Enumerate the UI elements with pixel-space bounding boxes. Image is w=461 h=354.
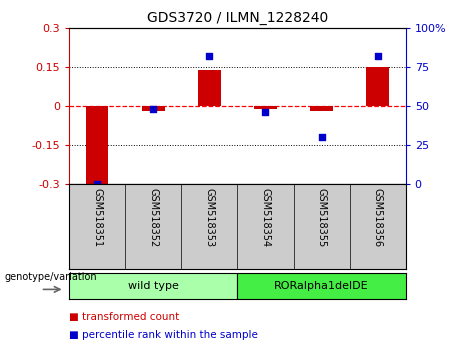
Title: GDS3720 / ILMN_1228240: GDS3720 / ILMN_1228240: [147, 11, 328, 24]
Text: GSM518356: GSM518356: [372, 188, 383, 247]
Point: [318, 135, 325, 140]
Text: genotype/variation: genotype/variation: [5, 272, 97, 282]
Text: GSM518355: GSM518355: [317, 188, 326, 247]
Point: [94, 181, 101, 187]
Point: [262, 110, 269, 115]
Point: [149, 107, 157, 112]
Text: RORalpha1delDE: RORalpha1delDE: [274, 281, 369, 291]
Bar: [254, 106, 277, 109]
Bar: [142, 106, 165, 112]
Bar: [198, 70, 220, 106]
Bar: [86, 106, 108, 184]
Bar: [366, 67, 389, 106]
Text: GSM518354: GSM518354: [260, 188, 271, 247]
Text: GSM518351: GSM518351: [92, 188, 102, 247]
Point: [374, 53, 381, 59]
Text: wild type: wild type: [128, 281, 179, 291]
Text: ■ transformed count: ■ transformed count: [69, 312, 179, 322]
Point: [206, 53, 213, 59]
Text: ■ percentile rank within the sample: ■ percentile rank within the sample: [69, 330, 258, 340]
Bar: [310, 106, 333, 112]
Text: GSM518352: GSM518352: [148, 188, 158, 247]
Text: GSM518353: GSM518353: [204, 188, 214, 247]
